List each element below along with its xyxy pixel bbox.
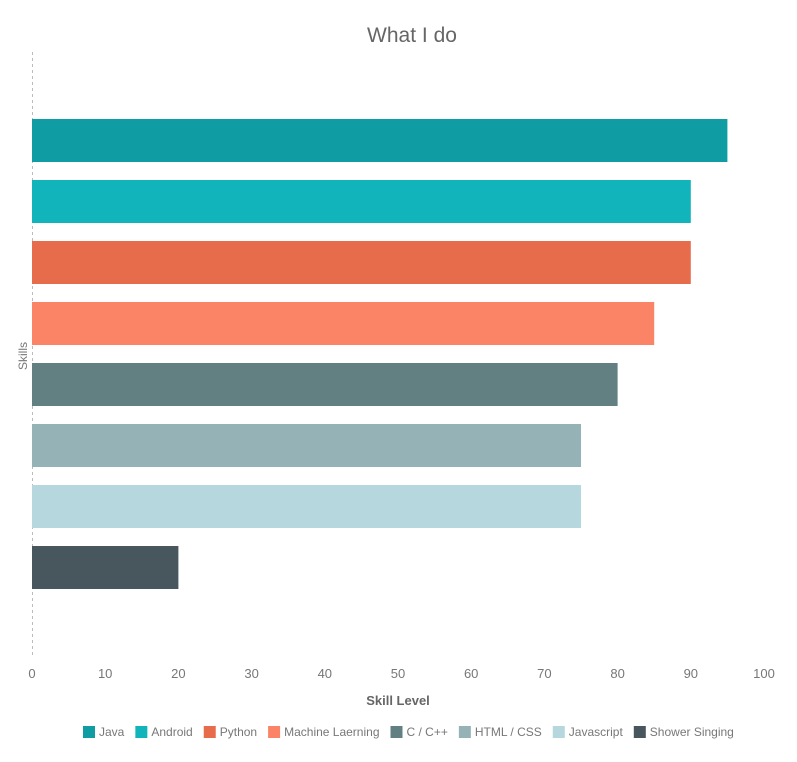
legend-swatch — [203, 726, 216, 738]
x-tick-label: 100 — [753, 666, 775, 681]
legend-label: Machine Laerning — [284, 725, 379, 739]
legend-swatch — [268, 726, 281, 738]
bar-android[interactable] — [32, 180, 691, 223]
legend-item-c-c[interactable]: C / C++ — [390, 725, 448, 739]
legend-item-shower-singing[interactable]: Shower Singing — [633, 725, 734, 739]
legend-label: Javascript — [569, 725, 624, 739]
legend-swatch — [633, 726, 646, 738]
legend: Java Android Python Machine Laerning C / C++… — [83, 725, 734, 739]
legend-swatch — [135, 726, 148, 738]
x-ticks-group: 0 10 20 30 40 50 60 70 80 90 100 — [28, 666, 774, 681]
bar-c-c[interactable] — [32, 363, 618, 406]
legend-label: Shower Singing — [650, 725, 734, 739]
bar-javascript[interactable] — [32, 485, 581, 528]
bar-java[interactable] — [32, 119, 728, 162]
legend-label: HTML / CSS — [475, 725, 542, 739]
x-tick-label: 90 — [684, 666, 698, 681]
bar-html-css[interactable] — [32, 424, 581, 467]
chart-title: What I do — [367, 24, 457, 47]
x-tick-label: 10 — [98, 666, 112, 681]
x-tick-label: 50 — [391, 666, 405, 681]
bar-python[interactable] — [32, 241, 691, 284]
x-tick-label: 80 — [610, 666, 624, 681]
legend-label: Java — [99, 725, 125, 739]
x-tick-label: 70 — [537, 666, 551, 681]
legend-item-machine-laerning[interactable]: Machine Laerning — [268, 725, 380, 739]
legend-item-java[interactable]: Java — [83, 725, 125, 739]
x-tick-label: 0 — [28, 666, 35, 681]
x-tick-label: 40 — [318, 666, 332, 681]
legend-swatch — [458, 726, 471, 738]
x-tick-label: 20 — [171, 666, 185, 681]
y-axis-label: Skills — [16, 342, 30, 370]
bar-shower-singing[interactable] — [32, 546, 179, 589]
bars-group — [32, 119, 728, 589]
bar-machine-laerning[interactable] — [32, 302, 655, 345]
legend-item-android[interactable]: Android — [135, 725, 193, 739]
legend-label: Android — [151, 725, 192, 739]
x-axis-label: Skill Level — [366, 693, 430, 708]
legend-item-html-css[interactable]: HTML / CSS — [458, 725, 542, 739]
legend-label: C / C++ — [407, 725, 448, 739]
x-tick-label: 60 — [464, 666, 478, 681]
x-tick-label: 30 — [244, 666, 258, 681]
legend-item-python[interactable]: Python — [203, 725, 257, 739]
legend-label: Python — [220, 725, 257, 739]
legend-item-javascript[interactable]: Javascript — [552, 725, 624, 739]
legend-swatch — [83, 726, 95, 738]
legend-swatch — [390, 726, 403, 738]
legend-swatch — [552, 726, 565, 738]
